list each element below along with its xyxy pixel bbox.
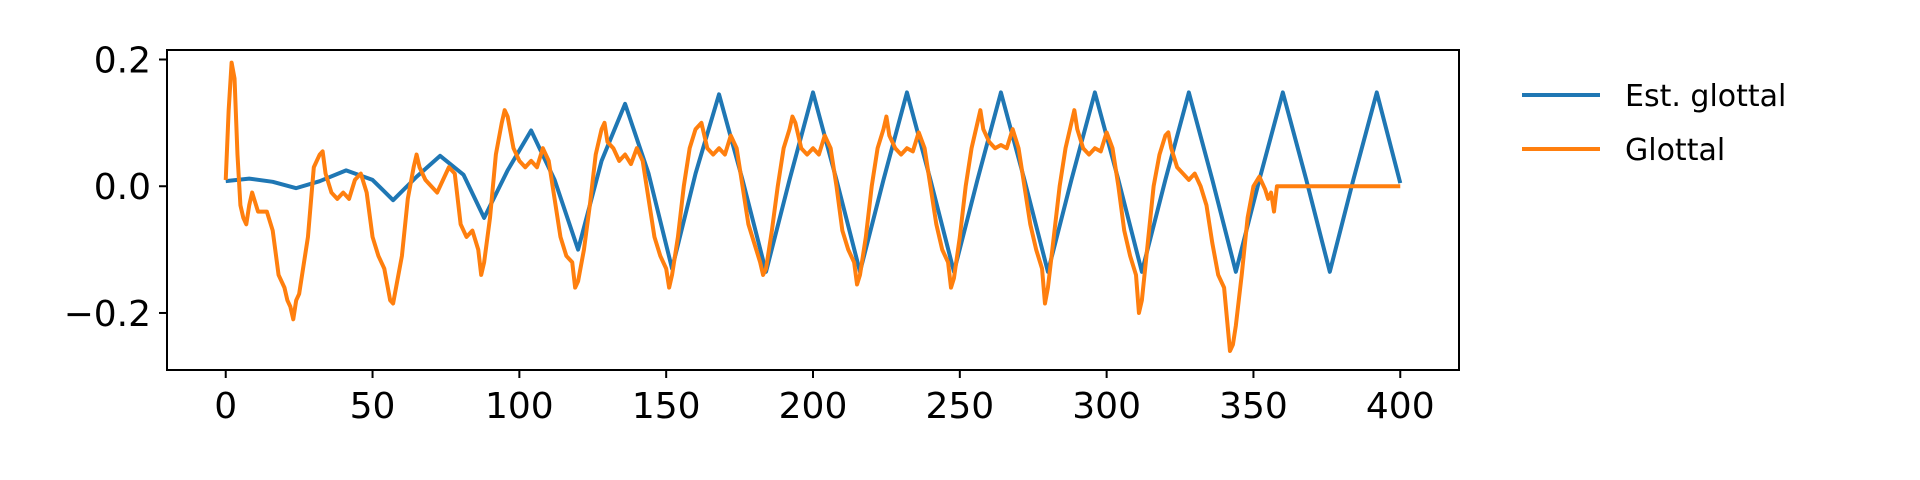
legend-label: Est. glottal — [1625, 79, 1786, 114]
y-tick-label: 0.2 — [94, 41, 151, 82]
axes: 0 50 100 150 200 250 300 350 400 0.2 0.0 −0.2 — [64, 41, 1435, 427]
y-tick-label: −0.2 — [64, 294, 151, 335]
series-layer — [223, 60, 1403, 353]
x-tick-label: 100 — [485, 386, 554, 427]
legend: Est. glottal Glottal — [1522, 79, 1786, 168]
x-tick-label: 50 — [350, 386, 396, 427]
x-tick-label: 300 — [1072, 386, 1141, 427]
x-tick-label: 200 — [779, 386, 848, 427]
x-tick-label: 150 — [632, 386, 701, 427]
x-tick-label: 0 — [214, 386, 237, 427]
legend-label: Glottal — [1625, 133, 1725, 168]
y-tick-label: 0.0 — [94, 167, 151, 208]
x-tick-label: 350 — [1219, 386, 1288, 427]
series-line-glottal — [223, 60, 1401, 353]
x-tick-label: 400 — [1366, 386, 1435, 427]
series-line-est-glottal — [225, 90, 1403, 274]
x-tick-label: 250 — [925, 386, 994, 427]
